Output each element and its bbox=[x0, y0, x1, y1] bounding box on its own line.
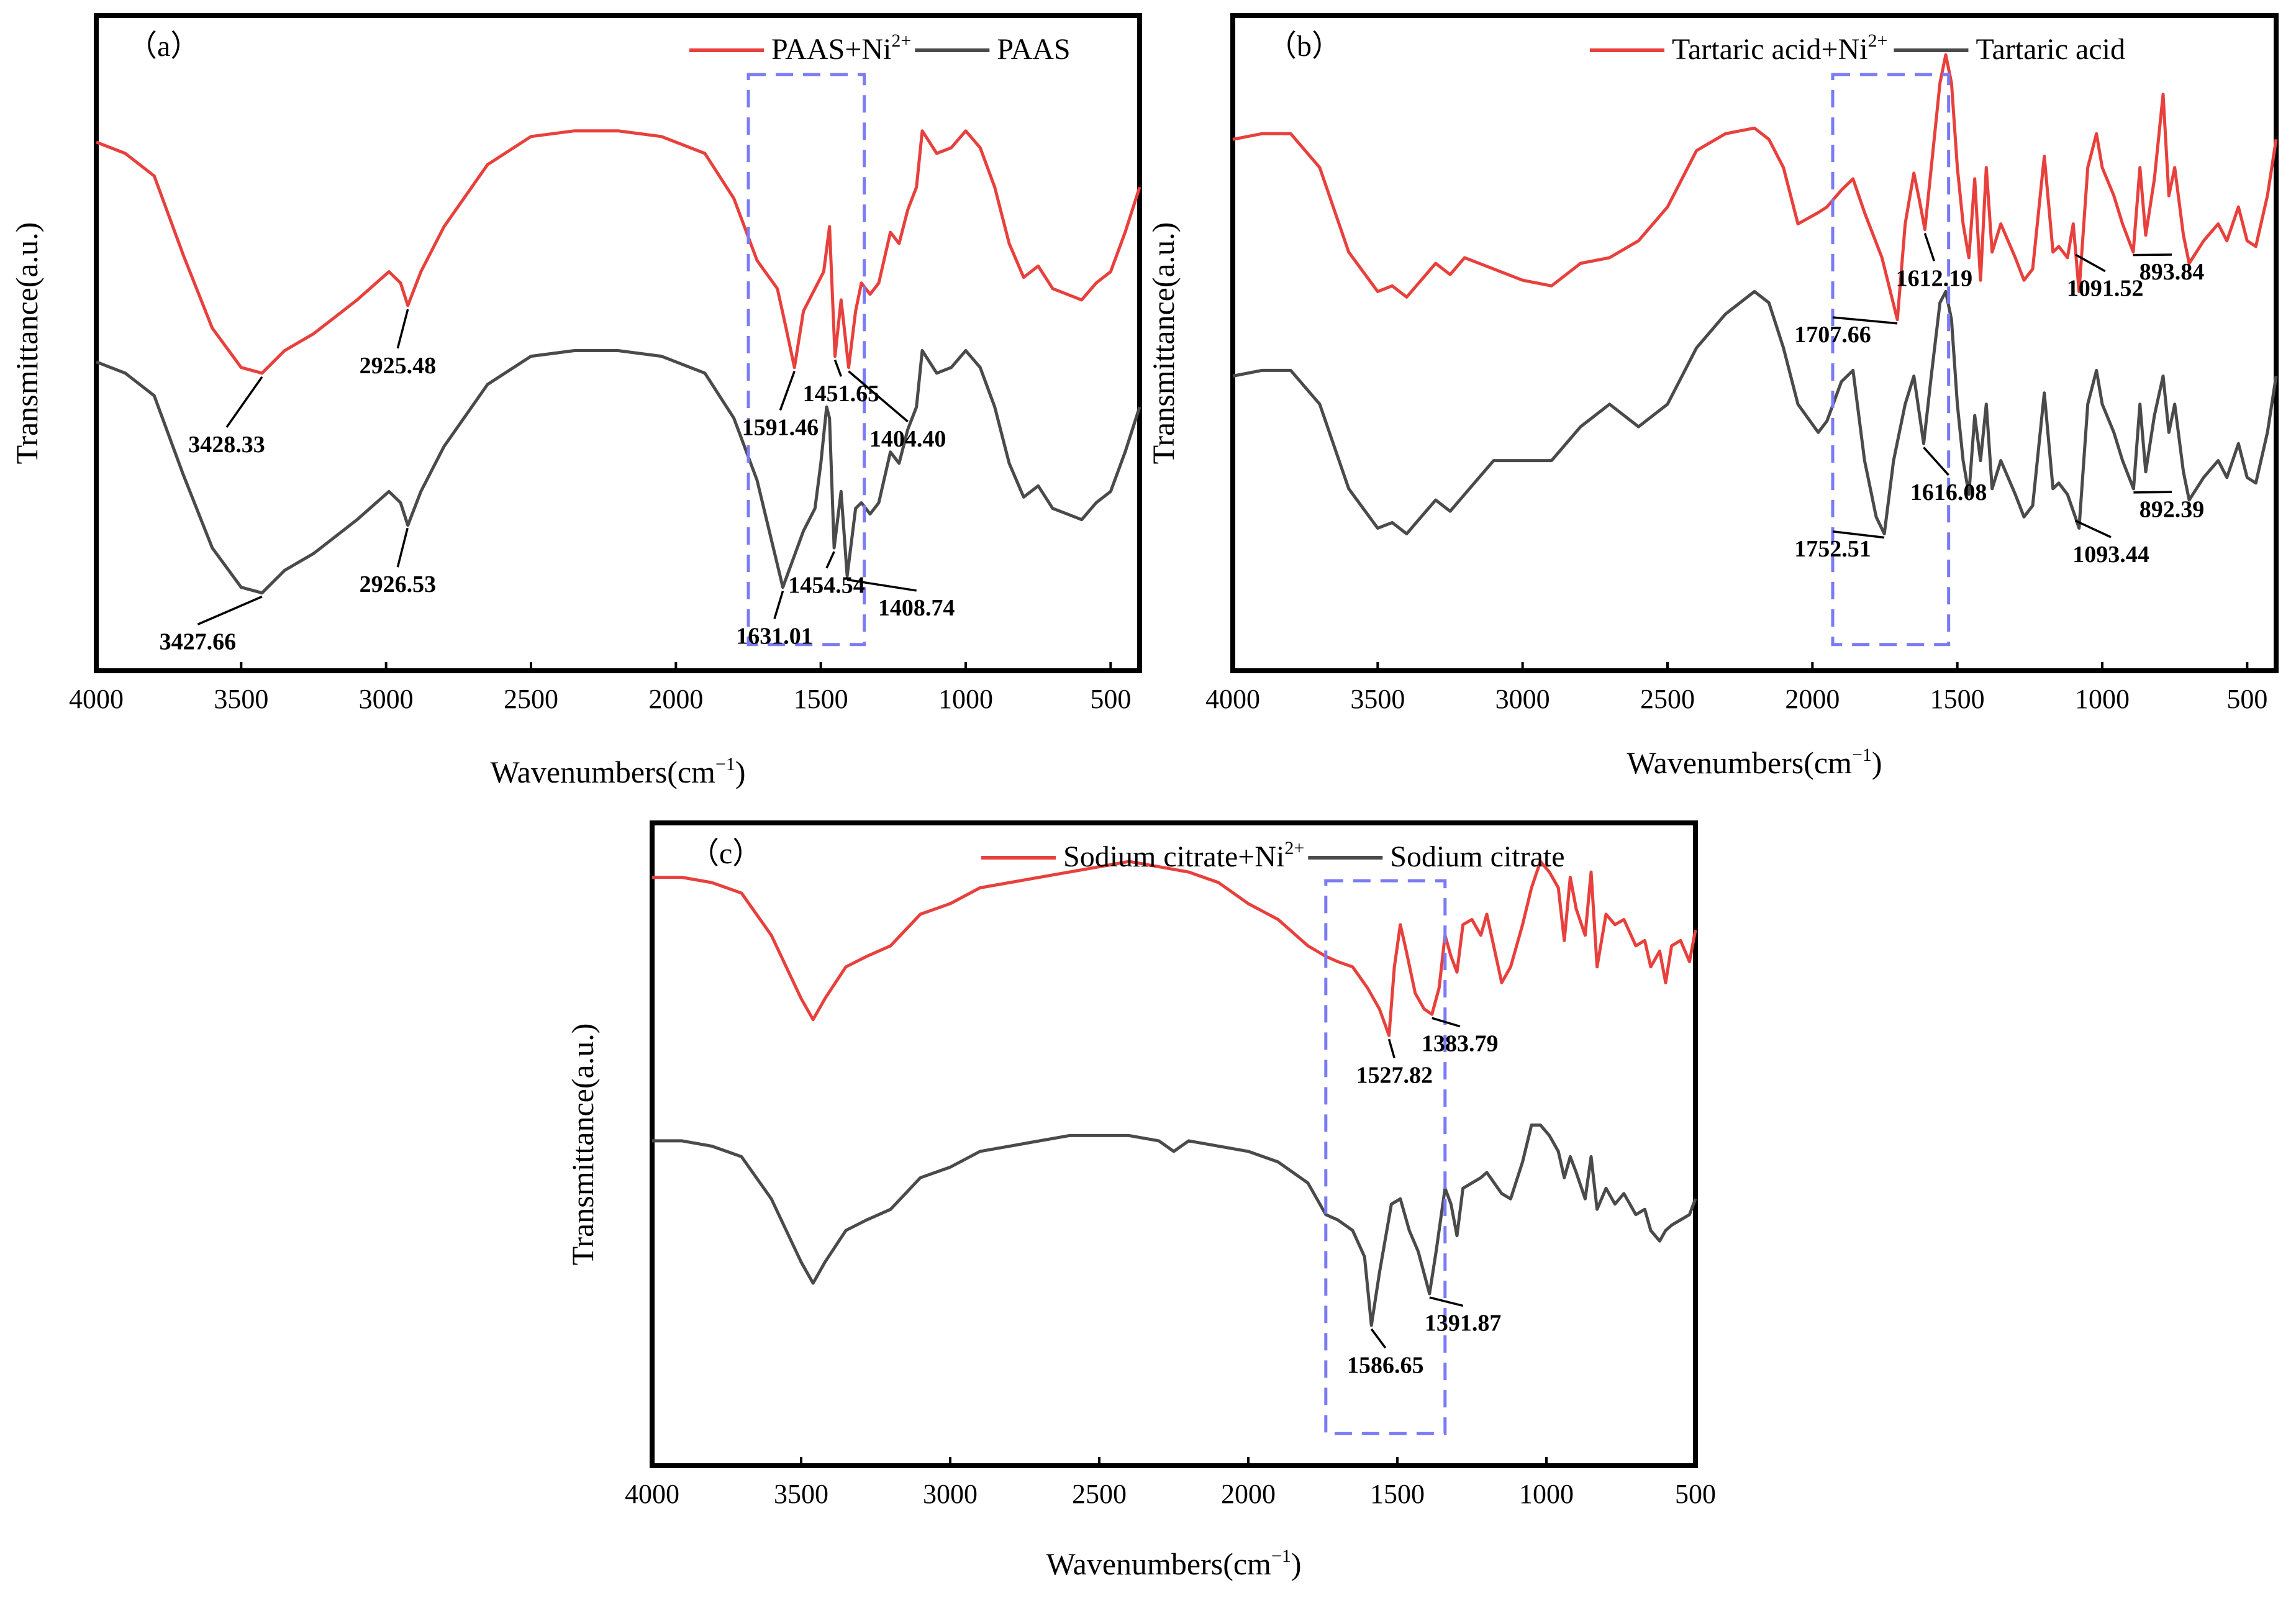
peak-annotation: 3427.66 bbox=[160, 629, 237, 655]
annotation-leader bbox=[225, 376, 263, 428]
ftir-panel-1: 4000 3500 3000 2500 2000 1500 1000 500 Wavenumbe… bbox=[1146, 13, 2279, 780]
series-line-0 bbox=[1232, 53, 2278, 322]
annotation-leader bbox=[1432, 1017, 1461, 1028]
peak-annotation: 1707.66 bbox=[1794, 322, 1871, 348]
y-axis-title: Transmittance(a.u.) bbox=[565, 1024, 600, 1266]
peak-annotation: 1383.79 bbox=[1422, 1031, 1499, 1057]
x-tick-label: 1500 bbox=[1370, 1479, 1425, 1509]
x-tick-label: 4000 bbox=[625, 1479, 679, 1509]
plot-frame bbox=[650, 820, 1698, 1468]
legend-label: Tartaric acid bbox=[1976, 33, 2125, 66]
peak-annotation: 3428.33 bbox=[188, 432, 265, 458]
peak-annotation: 1451.65 bbox=[803, 381, 880, 407]
panel-label: （b） bbox=[1267, 30, 1341, 63]
annotation-leader bbox=[197, 596, 263, 626]
highlight-box bbox=[1324, 879, 1447, 1435]
plot-frame bbox=[94, 13, 1142, 673]
x-tick-label: 500 bbox=[1675, 1479, 1716, 1509]
annotation-leader bbox=[1923, 233, 1935, 261]
legend-label: PAAS bbox=[997, 33, 1070, 66]
annotation-leader bbox=[1923, 447, 1949, 476]
peak-annotation: 1408.74 bbox=[878, 595, 955, 621]
annotation-leader bbox=[2075, 253, 2106, 273]
x-tick-label: 500 bbox=[1090, 684, 1131, 714]
x-tick-label: 3000 bbox=[1495, 684, 1550, 714]
peak-annotation: 1616.08 bbox=[1910, 479, 1987, 506]
panel-label: （a） bbox=[127, 30, 200, 63]
annotation-leader bbox=[396, 527, 409, 568]
x-tick-label: 3000 bbox=[359, 684, 414, 714]
x-axis-title: Wavenumbers(cm−1) bbox=[490, 754, 745, 789]
legend-label: PAAS+Ni2+ bbox=[771, 30, 911, 66]
annotation-leader bbox=[825, 551, 835, 569]
annotation-leader bbox=[2074, 519, 2112, 538]
x-tick-label: 2000 bbox=[1785, 684, 1840, 714]
legend-label: Tartaric acid+Ni2+ bbox=[1672, 30, 1887, 66]
x-tick-label: 2500 bbox=[1640, 684, 1695, 714]
x-tick-label: 2000 bbox=[1221, 1479, 1276, 1509]
annotation-leader bbox=[2133, 491, 2172, 494]
y-axis-title: Transmittance(a.u.) bbox=[9, 222, 44, 465]
peak-annotation: 1752.51 bbox=[1794, 536, 1871, 562]
x-tick-label: 2000 bbox=[648, 684, 703, 714]
annotation-leader bbox=[833, 359, 842, 377]
peak-annotation: 1631.01 bbox=[736, 623, 813, 649]
peak-annotation: 1404.40 bbox=[869, 426, 946, 452]
x-axis-title: Wavenumbers(cm−1) bbox=[1046, 1546, 1301, 1581]
panel-label: （c） bbox=[689, 837, 762, 870]
annotation-leader bbox=[1832, 530, 1885, 539]
annotation-leader bbox=[846, 578, 917, 592]
annotation-leader bbox=[1832, 316, 1898, 325]
ftir-panel-0: 4000 3500 3000 2500 2000 1500 1000 500 Wavenumbe… bbox=[9, 13, 1142, 789]
highlight-box bbox=[1831, 73, 1951, 647]
x-tick-label: 4000 bbox=[69, 684, 124, 714]
annotation-leader bbox=[396, 309, 409, 349]
highlight-box bbox=[746, 73, 866, 647]
x-tick-label: 3000 bbox=[923, 1479, 978, 1509]
series-line-1 bbox=[1232, 289, 2278, 535]
legend-label: Sodium citrate+Ni2+ bbox=[1063, 838, 1304, 873]
annotation-leader bbox=[1387, 1038, 1395, 1059]
series-line-0 bbox=[96, 129, 1141, 375]
peak-annotation: 893.84 bbox=[2139, 259, 2205, 285]
plot-frame bbox=[1230, 13, 2279, 673]
annotation-leader bbox=[1370, 1328, 1387, 1349]
x-tick-label: 1000 bbox=[2075, 684, 2130, 714]
annotation-leader bbox=[848, 370, 909, 423]
peak-annotation: 1391.87 bbox=[1425, 1310, 1502, 1336]
peak-annotation: 1454.54 bbox=[788, 573, 865, 599]
annotation-leader bbox=[773, 591, 784, 619]
annotation-leader bbox=[779, 371, 796, 411]
series-line-0 bbox=[652, 860, 1697, 1037]
x-axis-title: Wavenumbers(cm−1) bbox=[1627, 745, 1882, 780]
peak-annotation: 1591.46 bbox=[742, 415, 819, 441]
x-tick-label: 2500 bbox=[1072, 1479, 1127, 1509]
ftir-panel-2: 4000 3500 3000 2500 2000 1500 1000 500 Wavenumbe… bbox=[565, 820, 1716, 1581]
peak-annotation: 1093.44 bbox=[2072, 542, 2149, 568]
x-tick-label: 3500 bbox=[1350, 684, 1405, 714]
x-tick-label: 2500 bbox=[504, 684, 558, 714]
legend-label: Sodium citrate bbox=[1390, 840, 1564, 873]
x-tick-label: 1500 bbox=[1930, 684, 1985, 714]
y-axis-title: Transmittance(a.u.) bbox=[1146, 222, 1181, 465]
x-tick-label: 3500 bbox=[774, 1479, 828, 1509]
x-tick-label: 1000 bbox=[1519, 1479, 1574, 1509]
series-line-1 bbox=[652, 1124, 1697, 1327]
peak-annotation: 1091.52 bbox=[2067, 276, 2144, 302]
x-tick-label: 3500 bbox=[214, 684, 268, 714]
peak-annotation: 2926.53 bbox=[360, 571, 437, 597]
x-tick-label: 500 bbox=[2226, 684, 2267, 714]
peak-annotation: 1586.65 bbox=[1347, 1352, 1424, 1378]
series-line-1 bbox=[96, 349, 1141, 595]
peak-annotation: 2925.48 bbox=[360, 353, 437, 379]
annotation-leader bbox=[1429, 1296, 1464, 1307]
x-tick-label: 1500 bbox=[794, 684, 848, 714]
x-tick-label: 4000 bbox=[1205, 684, 1260, 714]
peak-annotation: 892.39 bbox=[2139, 496, 2205, 522]
peak-annotation: 1527.82 bbox=[1356, 1063, 1433, 1089]
x-tick-label: 1000 bbox=[938, 684, 993, 714]
peak-annotation: 1612.19 bbox=[1896, 265, 1973, 291]
